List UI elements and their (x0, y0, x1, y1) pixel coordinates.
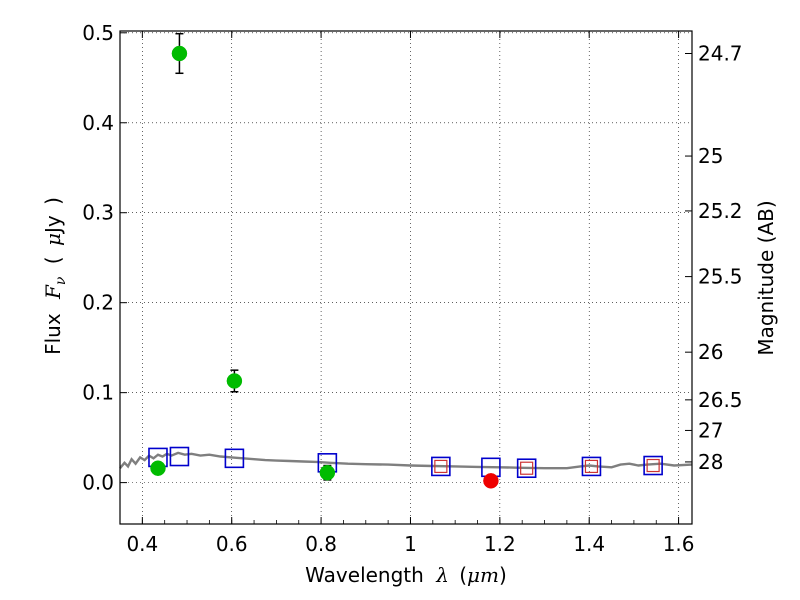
x-tick-label: 1.6 (663, 532, 695, 556)
model-square-red (584, 459, 599, 474)
model-square-blue (581, 456, 602, 477)
model-square-blue (516, 458, 537, 479)
data-point (226, 373, 243, 389)
model-square-red (434, 459, 448, 474)
model-square-red (520, 461, 534, 475)
model-square-blue (643, 455, 663, 476)
grid-lines (120, 31, 692, 524)
mag-tick-label: 25 (698, 144, 723, 168)
x-tick-label: 1.4 (573, 532, 605, 556)
y-axis-label: Flux Fν ( μJy ) (41, 197, 70, 355)
y-tick-label: 0.4 (82, 111, 114, 135)
y-tick-label: 0.0 (82, 471, 114, 495)
data-point (319, 464, 336, 481)
x-axis-label: Wavelength λ (μm) (305, 563, 507, 587)
model-square-blue (169, 446, 190, 467)
data-point (171, 45, 188, 62)
model-square-red (646, 458, 660, 473)
mag-tick-label: 26 (698, 340, 723, 364)
mag-tick-label: 27 (698, 418, 723, 442)
y-tick-label: 0.1 (82, 381, 114, 405)
x-tick-label: 1 (404, 532, 417, 556)
mag-tick-label: 24.7 (698, 41, 743, 65)
model-square-blue (431, 456, 451, 477)
y2-axis-label: Magnitude (AB) (754, 200, 778, 355)
data-point (483, 473, 499, 489)
model-square-blue (224, 448, 245, 469)
x-tick-label: 0.4 (126, 532, 158, 556)
data-point (150, 460, 166, 476)
mag-tick-label: 28 (698, 450, 723, 474)
mag-tick-label: 25.5 (698, 265, 743, 289)
y-tick-label: 0.3 (82, 201, 114, 225)
model-spectrum-line (119, 451, 693, 470)
y-tick-label: 0.5 (82, 21, 114, 45)
x-tick-label: 1.2 (484, 532, 516, 556)
mag-tick-label: 25.2 (698, 199, 743, 223)
plot-frame (119, 30, 693, 525)
mag-tick-label: 26.5 (698, 388, 743, 412)
y-tick-label: 0.2 (82, 291, 114, 315)
model-spectrum-layer (119, 451, 693, 470)
markers-layer (148, 32, 663, 489)
x-tick-label: 0.8 (305, 532, 337, 556)
x-tick-label: 0.6 (216, 532, 248, 556)
tick-layer: 0.4 0.6 0.8 1 1.2 1.4 1.6 0.0 0.1 0.2 0.3 0.4 0.5 24.… (82, 21, 742, 556)
